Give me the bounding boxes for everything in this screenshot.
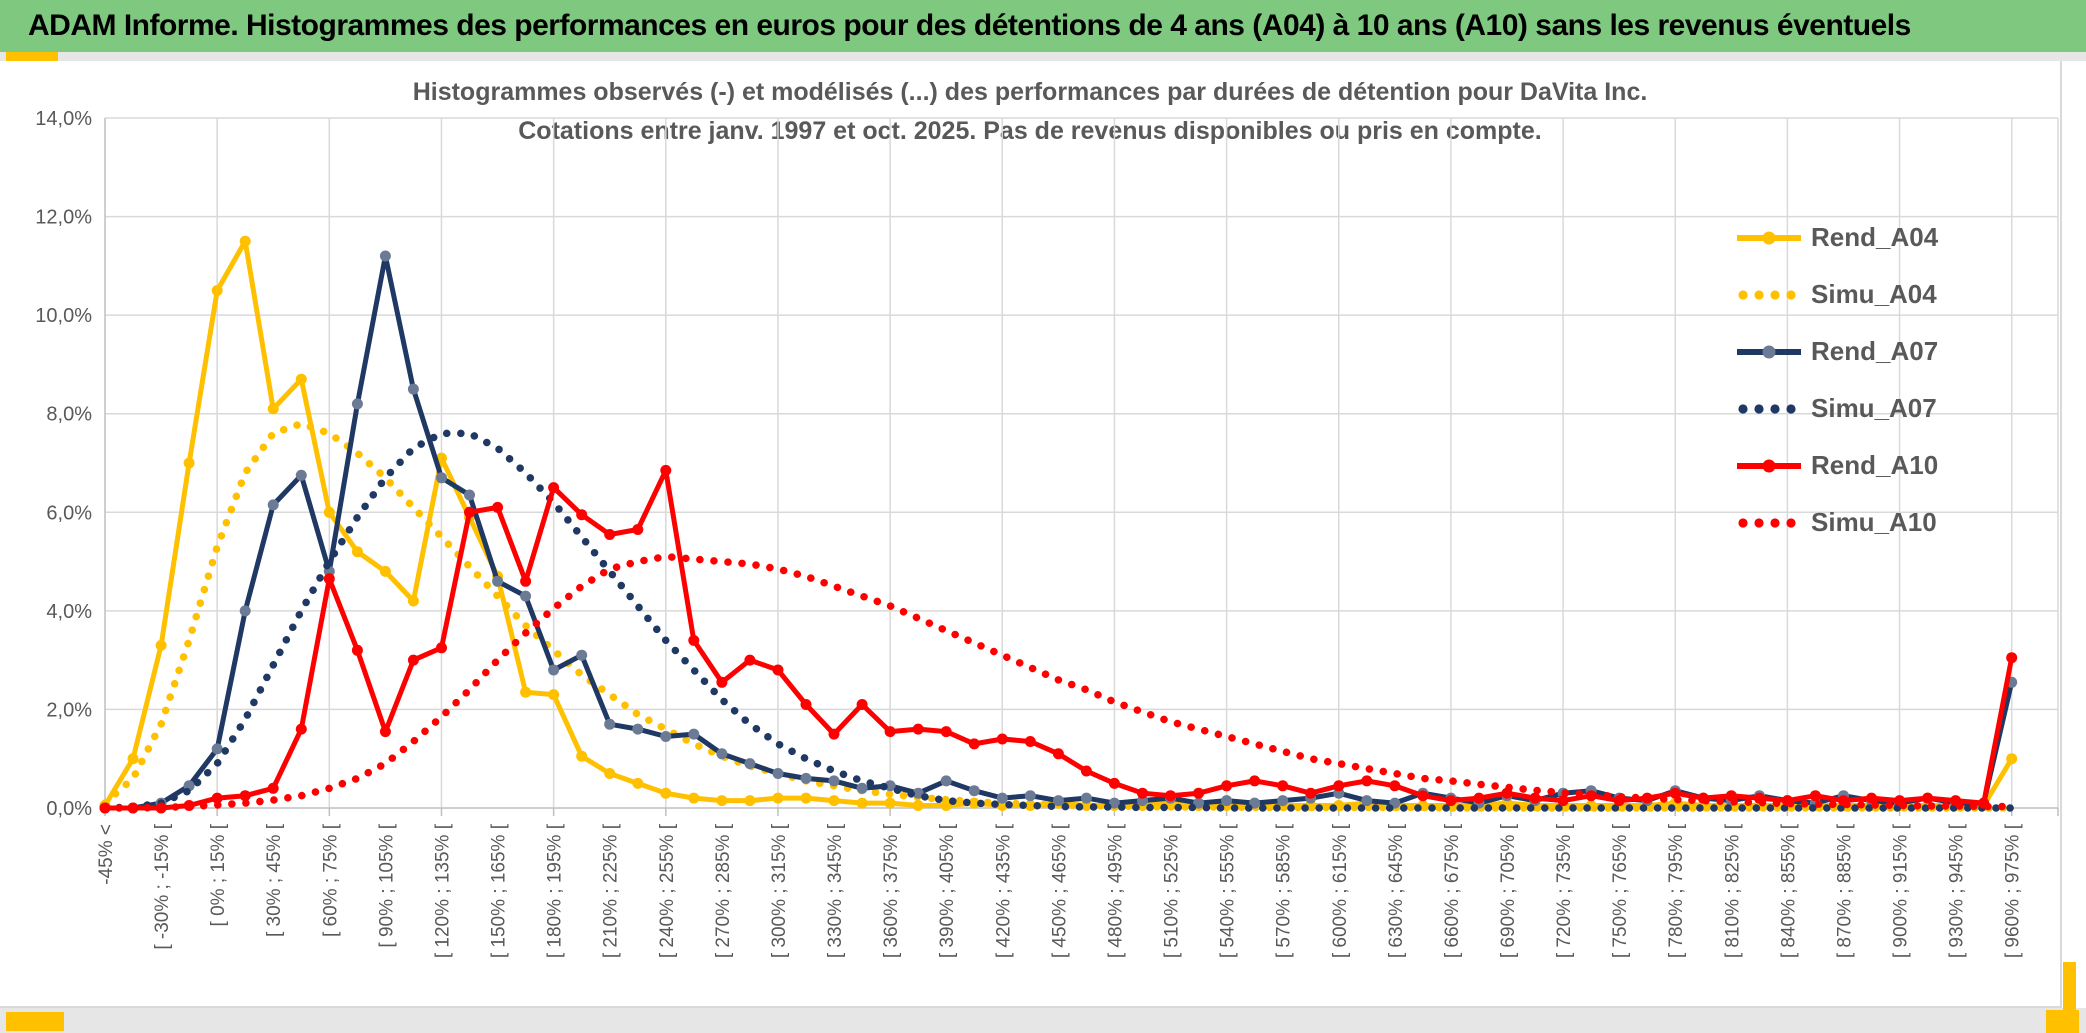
x-tick-label: [ 330% ; 345% [ [825,823,846,958]
x-tick-label: [ 720% ; 735% [ [1554,823,1575,958]
legend-item-simu_a10[interactable]: Simu_A10 [1735,494,1938,551]
x-tick-label: [ 390% ; 405% [ [937,823,958,958]
x-tick-label: [ 540% ; 555% [ [1218,823,1239,958]
bottom-strip [0,1008,2086,1033]
series-rend_a10[interactable] [99,464,2018,814]
x-tick-label: [ 420% ; 435% [ [993,823,1014,958]
chart-legend: Rend_A04 Simu_A04 Rend_A07 Simu_A07 Rend_A10… [1735,209,1938,551]
legend-label: Rend_A10 [1811,450,1939,480]
chart-panel: Histogrammes observés (-) et modélisés (… [0,61,2062,1008]
x-tick-label: [ 300% ; 315% [ [769,823,790,958]
header-substrip [0,52,2086,61]
x-tick-label: [ 150% ; 165% [ [489,823,510,958]
x-tick-label: [ 210% ; 225% [ [601,823,622,958]
y-tick-label: 8,0% [46,404,92,426]
y-tick-label: 10,0% [35,305,92,327]
y-tick-label: 14,0% [35,108,92,130]
x-tick-label: [ 0% ; 15% [ [208,823,229,926]
x-tick-label: [ 780% ; 795% [ [1666,823,1687,958]
x-tick-label: [ 90% ; 105% [ [376,823,397,947]
legend-swatch-dotted-line-icon [1738,517,1796,528]
window-title: ADAM Informe. Histogrammes des performan… [28,9,1911,42]
y-tick-label: 2,0% [46,699,92,721]
x-tick-label: [ 750% ; 765% [ [1610,823,1631,958]
x-tick-label: [ 30% ; 45% [ [264,823,285,937]
legend-item-simu_a07[interactable]: Simu_A07 [1735,380,1938,437]
legend-label: Simu_A07 [1811,393,1937,423]
x-tick-label: [ 180% ; 195% [ [545,823,566,958]
x-tick-label: -45% < [96,824,117,885]
x-tick-label: [ 900% ; 915% [ [1891,823,1912,958]
x-tick-label: [ 660% ; 675% [ [1442,823,1463,958]
y-tick-label: 0,0% [46,798,92,820]
legend-label: Rend_A04 [1811,222,1939,252]
legend-item-rend_a07[interactable]: Rend_A07 [1735,323,1938,380]
chart-title-line2: Cotations entre janv. 1997 et oct. 2025.… [518,117,1542,145]
gridlines [105,117,2059,808]
y-tick-label: 4,0% [46,601,92,623]
x-tick-label: [ 240% ; 255% [ [657,823,678,958]
y-tick-label: 12,0% [35,207,92,229]
x-tick-label: [ 930% ; 945% [ [1947,823,1968,958]
series-simu_a07[interactable] [101,429,2016,812]
x-tick-label: [ 480% ; 495% [ [1105,823,1126,958]
legend-swatch-solid-line-icon [1737,345,1801,358]
legend-swatch-solid-line-icon [1737,459,1801,472]
legend-swatch-dotted-line-icon [1738,289,1796,300]
x-tick-label: [ 450% ; 465% [ [1049,823,1070,958]
legend-swatch-solid-line-icon [1737,231,1801,244]
chart-title: Histogrammes observés (-) et modélisés (… [0,73,2060,151]
x-tick-label: [ 600% ; 615% [ [1330,823,1351,958]
x-tick-label: [ 960% ; 975% [ [2003,823,2024,958]
chart-title-line1: Histogrammes observés (-) et modélisés (… [412,78,1648,106]
legend-item-rend_a04[interactable]: Rend_A04 [1735,209,1938,266]
plot-area: 0,0% 2,0% 4,0% 6,0% 8,0% 10,0% 12,0% 14,0% -45% … [35,108,2059,958]
yellow-accent-top-left [6,52,58,61]
x-tick-label: [ 360% ; 375% [ [881,823,902,958]
x-tick-label: [ 570% ; 585% [ [1274,823,1295,958]
x-tick-label: [ 840% ; 855% [ [1778,823,1799,958]
x-tick-label: [ 510% ; 525% [ [1162,823,1183,958]
window-titlebar: ADAM Informe. Histogrammes des performan… [0,0,2086,52]
legend-label: Simu_A04 [1811,279,1937,309]
yellow-accent-bottom-right [2046,1010,2079,1033]
x-tick-label: [ 690% ; 705% [ [1498,823,1519,958]
x-tick-label: [ 630% ; 645% [ [1386,823,1407,958]
yellow-accent-bottom-left [6,1012,64,1031]
x-tick-label: [ 60% ; 75% [ [320,823,341,937]
x-tick-label: [ 120% ; 135% [ [432,823,453,958]
y-tick-label: 6,0% [46,502,92,524]
legend-label: Rend_A07 [1811,336,1939,366]
legend-swatch-dotted-line-icon [1738,403,1796,414]
x-axis-tick-labels: -45% < [ -30% ; -15% [ [ 0% ; 15% [ [ 30% ;… [96,823,2024,958]
x-tick-label: [ -30% ; -15% [ [152,823,173,949]
x-tick-label: [ 270% ; 285% [ [713,823,734,958]
y-axis-tick-labels: 0,0% 2,0% 4,0% 6,0% 8,0% 10,0% 12,0% 14,0% [35,108,92,820]
legend-item-rend_a10[interactable]: Rend_A10 [1735,437,1938,494]
legend-label: Simu_A10 [1811,507,1937,537]
x-tick-label: [ 870% ; 885% [ [1834,823,1855,958]
series-simu_a10[interactable] [101,552,2016,812]
x-tick-label: [ 810% ; 825% [ [1722,823,1743,958]
legend-item-simu_a04[interactable]: Simu_A04 [1735,266,1938,323]
